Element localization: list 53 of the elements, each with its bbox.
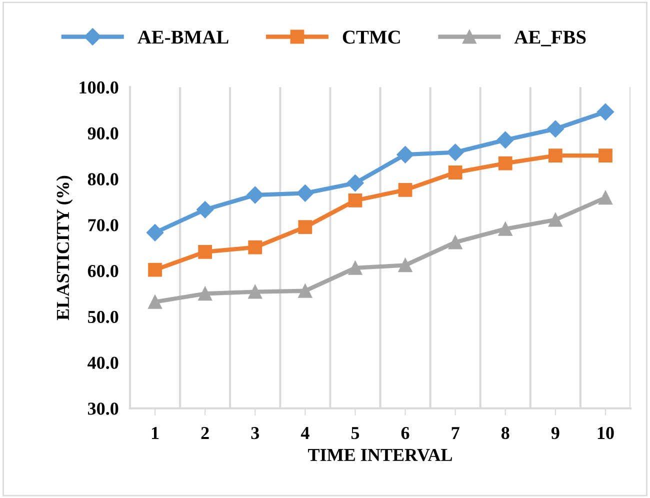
x-tick-label: 3 bbox=[251, 426, 260, 440]
point bbox=[198, 286, 212, 301]
y-tick-label: 40.0 bbox=[88, 356, 118, 369]
x-tick-label: 10 bbox=[598, 426, 614, 440]
y-tick-label: 50.0 bbox=[88, 310, 118, 324]
legend-label: CTMC bbox=[342, 30, 400, 44]
y-tick-label: 30.0 bbox=[88, 402, 118, 415]
point bbox=[298, 220, 312, 234]
point bbox=[448, 235, 462, 250]
x-tick-label: 9 bbox=[551, 426, 560, 440]
point bbox=[296, 184, 314, 202]
point bbox=[598, 148, 612, 162]
y-tick-label: 90.0 bbox=[88, 127, 118, 140]
x-tick-label: 1 bbox=[152, 427, 159, 439]
point bbox=[348, 194, 362, 208]
point bbox=[596, 103, 614, 120]
x-tick-label: 7 bbox=[452, 427, 460, 439]
x-tick-label: 4 bbox=[300, 427, 310, 439]
point bbox=[448, 166, 462, 180]
point bbox=[446, 144, 464, 161]
point bbox=[248, 284, 262, 299]
legend-label: AE_FBS bbox=[514, 30, 586, 46]
x-axis-title: TIME INTERVAL bbox=[308, 448, 452, 462]
y-tick-label: 70.0 bbox=[88, 219, 118, 232]
point bbox=[196, 201, 214, 218]
point bbox=[248, 240, 262, 254]
y-tick-label: 60.0 bbox=[88, 264, 118, 278]
point bbox=[398, 258, 412, 272]
x-tick-label: 8 bbox=[501, 426, 510, 440]
point bbox=[148, 262, 162, 277]
point bbox=[498, 222, 512, 236]
x-tick-label: 5 bbox=[351, 427, 360, 440]
point bbox=[298, 284, 312, 298]
point bbox=[348, 261, 362, 275]
point bbox=[246, 186, 264, 204]
y-tick-label: 100.0 bbox=[80, 81, 118, 94]
point bbox=[548, 148, 562, 162]
point bbox=[146, 224, 164, 242]
point bbox=[198, 244, 212, 259]
point bbox=[346, 174, 364, 192]
x-tick-label: 2 bbox=[201, 426, 209, 439]
point bbox=[598, 190, 612, 205]
point bbox=[496, 131, 514, 148]
point bbox=[548, 212, 562, 227]
point bbox=[396, 146, 414, 164]
point bbox=[498, 156, 512, 170]
legend-label: AE-BMAL bbox=[138, 30, 228, 44]
point bbox=[546, 120, 564, 138]
point bbox=[398, 182, 412, 197]
y-axis-title: ELASTICITY (%) bbox=[56, 176, 73, 320]
x-tick-label: 6 bbox=[401, 426, 410, 440]
point bbox=[148, 294, 162, 309]
y-tick-label: 80.0 bbox=[88, 173, 118, 186]
